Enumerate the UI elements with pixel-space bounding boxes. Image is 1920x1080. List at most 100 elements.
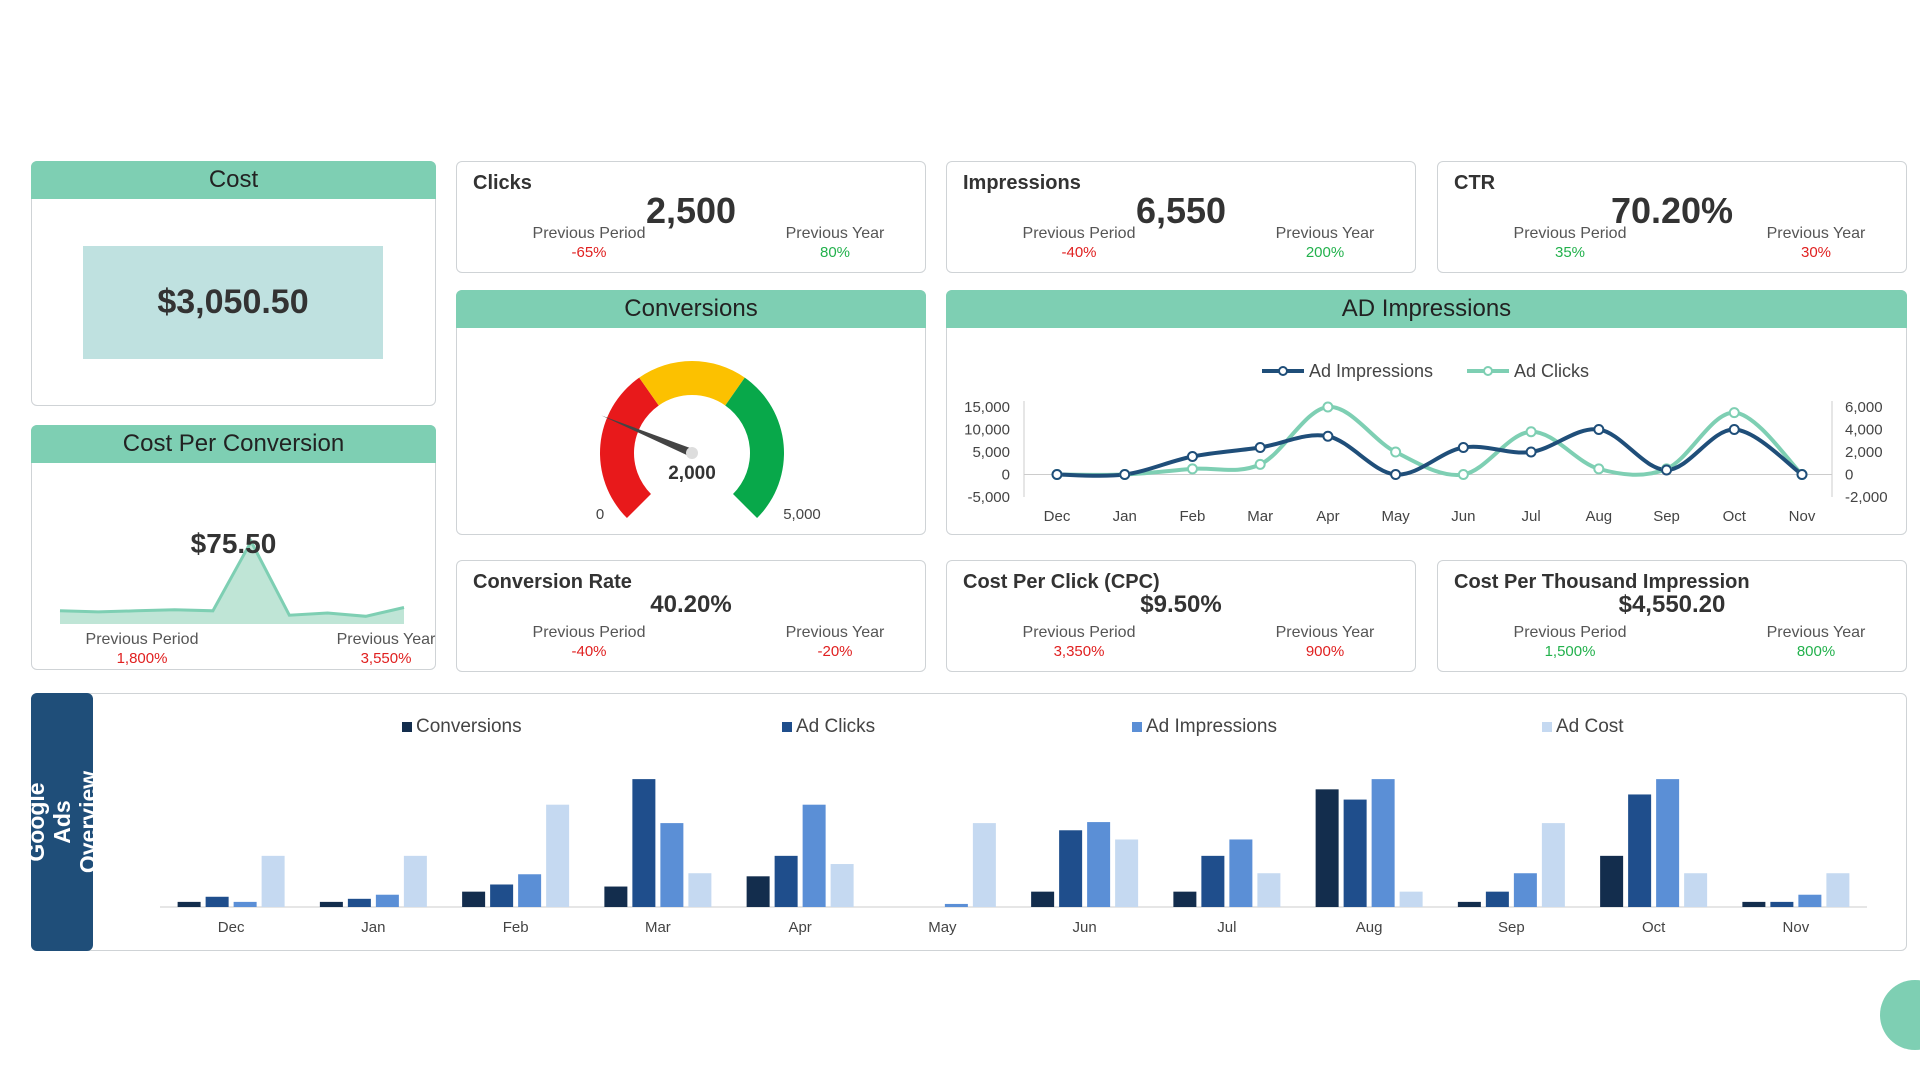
impressions-value: 6,550 — [1135, 190, 1227, 231]
sparkline-area — [60, 541, 404, 624]
gauge-yellow-band — [639, 361, 745, 406]
bar-conversions — [1315, 789, 1339, 907]
x-tick-label: Nov — [1783, 919, 1810, 936]
ad-impressions-point — [1322, 430, 1334, 442]
bar-ad-clicks — [1770, 901, 1794, 907]
x-tick-label: Feb — [1180, 508, 1206, 525]
impressions-title: Impressions — [963, 172, 1081, 194]
cpconv-prev-year-value: 3,550% — [360, 650, 412, 667]
x-tick-label: Nov — [1789, 508, 1816, 525]
convrate-prev-year-label: Previous Year — [785, 624, 885, 641]
x-tick-label: Dec — [1044, 508, 1071, 525]
cpc-value: $9.50% — [1140, 591, 1222, 618]
cost-per-conversion-title: Cost Per Conversion — [31, 425, 436, 463]
x-tick-label: Oct — [1723, 508, 1747, 525]
conversion-rate-title: Conversion Rate — [473, 571, 632, 593]
x-tick-label: Feb — [503, 919, 529, 936]
bar-ad-clicks — [205, 896, 229, 907]
ad-impressions-point — [1390, 469, 1402, 480]
convrate-prev-period-label: Previous Period — [532, 624, 646, 641]
gauge-value: 2,000 — [668, 463, 716, 484]
gauge-needle — [601, 415, 694, 457]
ad-impressions-chart: 15,000 10,000 5,000 0 -5,000 6,000 4,000 2,000 0… — [964, 361, 1888, 525]
bar-ad-impressions — [802, 804, 826, 907]
bar-conversions — [1457, 901, 1481, 907]
bar-conversions — [319, 901, 343, 907]
ctr-prev-period-label: Previous Period — [1513, 225, 1627, 242]
bar-ad-cost — [261, 855, 285, 907]
cpm-value: $4,550.20 — [1618, 591, 1726, 618]
x-tick-label: Aug — [1585, 508, 1612, 525]
ad-impressions-point — [1796, 469, 1808, 480]
cpm-prev-year-label: Previous Year — [1766, 624, 1866, 641]
legend-label: Conversions — [416, 716, 522, 737]
cpconv-prev-period-label: Previous Period — [85, 631, 199, 648]
ad-clicks-point — [1457, 469, 1469, 480]
ad-impressions-point — [1728, 424, 1740, 435]
legend-label: Ad Clicks — [796, 716, 875, 737]
bar-ad-cost — [1115, 839, 1139, 907]
x-tick-label: Aug — [1356, 919, 1383, 936]
x-tick-label: Mar — [1247, 508, 1273, 525]
bar-conversions — [1031, 891, 1055, 907]
bar-ad-clicks — [774, 855, 798, 907]
bar-conversions — [1600, 855, 1624, 907]
y-right-tick-label: -2,000 — [1845, 489, 1888, 506]
legend-swatch — [1132, 722, 1142, 732]
cpc-prev-year-value: 900% — [1305, 643, 1345, 660]
cpconv-prev-year-label: Previous Year — [336, 631, 436, 648]
ctr-prev-period-value: 35% — [1554, 244, 1586, 261]
y-left-tick-label: 15,000 — [964, 399, 1010, 416]
cost-value: $3,050.50 — [157, 283, 309, 321]
bar-ad-impressions — [233, 901, 257, 907]
ad-impressions-panel: AD Impressions 15,000 10,000 5,000 0 -5,000 6… — [946, 290, 1907, 535]
cost-per-conversion-sparkline — [59, 538, 405, 624]
ctr-title: CTR — [1454, 172, 1496, 194]
legend-swatch-marker — [1278, 366, 1288, 376]
y-left-tick-label: 0 — [1002, 467, 1010, 484]
ctr-prev-year-value: 30% — [1800, 244, 1832, 261]
bar-conversions — [1742, 901, 1766, 907]
conversion-rate-value: 40.20% — [650, 591, 732, 618]
ad-impressions-point — [1051, 469, 1063, 480]
gauge-green-band — [725, 377, 784, 519]
y-left-tick-label: -5,000 — [967, 489, 1010, 506]
google-ads-overview-panel: Google Ads Overview Dec Jan Feb Mar Apr May Ju… — [23, 693, 1907, 951]
cost-value-box: $3,050.50 — [83, 246, 383, 359]
bar-ad-clicks — [1485, 891, 1509, 907]
impressions-prev-period-value: -40% — [1061, 244, 1097, 261]
ad-clicks-point — [1254, 458, 1266, 470]
cpc-prev-period-label: Previous Period — [1022, 624, 1136, 641]
cpconv-prev-period-value: 1,800% — [116, 650, 168, 667]
convrate-prev-period-value: -40% — [571, 643, 607, 660]
legend-swatch — [782, 722, 792, 732]
legend-swatch — [402, 722, 412, 732]
bar-ad-cost — [1826, 873, 1850, 907]
cpm-prev-period-label: Previous Period — [1513, 624, 1627, 641]
legend-label: Ad Clicks — [1514, 361, 1589, 381]
y-right-tick-label: 0 — [1845, 467, 1853, 484]
cpc-panel: Cost Per Click (CPC) $9.50% Previous Per… — [946, 560, 1416, 672]
cpm-title: Cost Per Thousand Impression — [1454, 571, 1750, 593]
bar-conversions — [462, 891, 486, 907]
bar-ad-cost — [1257, 873, 1281, 907]
bar-ad-cost — [546, 804, 570, 907]
y-left-tick-label: 10,000 — [964, 422, 1010, 439]
x-tick-label: Jan — [361, 919, 385, 936]
cpc-prev-year-label: Previous Year — [1275, 624, 1375, 641]
ad-clicks-point — [1728, 407, 1740, 419]
cost-per-conversion-value: $75.50 — [190, 528, 277, 559]
bar-ad-cost — [972, 823, 996, 907]
bar-ad-clicks — [490, 884, 514, 907]
ad-impressions-point — [1186, 451, 1198, 462]
convrate-prev-year-value: -20% — [817, 643, 853, 660]
bar-ad-cost — [1541, 823, 1565, 907]
legend-swatch — [1542, 722, 1552, 732]
x-tick-label: Jun — [1073, 919, 1097, 936]
ctr-value: 70.20% — [1610, 190, 1734, 231]
cpm-prev-year-value: 800% — [1796, 643, 1836, 660]
bar-conversions — [177, 901, 201, 907]
ad-impressions-point — [1525, 446, 1537, 458]
ad-impressions-point — [1593, 424, 1605, 435]
bar-ad-cost — [1684, 873, 1708, 907]
